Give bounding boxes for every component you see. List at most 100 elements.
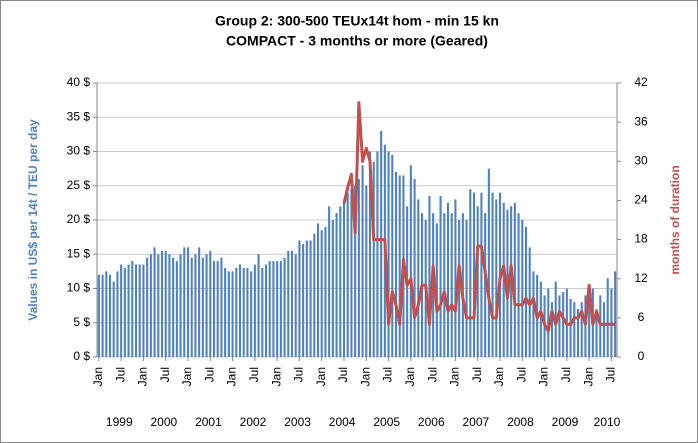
bar bbox=[465, 220, 468, 357]
bar bbox=[506, 209, 509, 357]
bar bbox=[175, 261, 178, 357]
bar bbox=[487, 168, 490, 357]
y2-tick-label: 0 bbox=[638, 349, 645, 363]
y-tick-label: 40 $ bbox=[67, 75, 91, 89]
year-label: 2009 bbox=[552, 415, 579, 429]
x-tick-label: Jul bbox=[514, 367, 528, 382]
bar bbox=[250, 271, 253, 357]
bar bbox=[354, 185, 357, 357]
y2-tick-label: 30 bbox=[634, 153, 648, 167]
bar bbox=[391, 154, 394, 357]
y2-tick-label: 42 bbox=[634, 75, 648, 89]
x-tick-label: Jul bbox=[292, 367, 306, 382]
bar bbox=[183, 247, 186, 357]
year-label: 1999 bbox=[106, 415, 133, 429]
x-tick-label: Jan bbox=[136, 367, 150, 386]
y-tick-label: 5 $ bbox=[73, 315, 90, 329]
y-tick-label: 0 $ bbox=[73, 349, 90, 363]
bar bbox=[484, 213, 487, 357]
bar bbox=[346, 192, 349, 357]
bar bbox=[320, 230, 323, 357]
year-label: 2004 bbox=[329, 415, 356, 429]
bar bbox=[517, 213, 520, 357]
y2-tick-label: 24 bbox=[634, 193, 648, 207]
bar bbox=[476, 206, 479, 357]
bar bbox=[116, 271, 119, 357]
y-tick-label: 30 $ bbox=[67, 144, 91, 158]
bar bbox=[272, 261, 275, 357]
y-axis-label: Values in US$ per 14t / TEU per day bbox=[26, 119, 40, 321]
bar bbox=[454, 199, 457, 357]
year-label: 2006 bbox=[418, 415, 445, 429]
bar bbox=[246, 267, 249, 357]
bar bbox=[108, 274, 112, 357]
y-tick-label: 15 $ bbox=[67, 246, 91, 260]
bar bbox=[614, 271, 617, 357]
x-tick-label: Jul bbox=[202, 367, 216, 382]
bar bbox=[550, 302, 554, 357]
bar bbox=[227, 271, 230, 357]
chart-title: Group 2: 300-500 TEUx14t hom - min 15 kn bbox=[215, 13, 499, 29]
bar bbox=[573, 302, 576, 357]
x-tick-label: Jul bbox=[425, 367, 439, 382]
year-label: 2005 bbox=[373, 415, 400, 429]
bar bbox=[112, 281, 115, 357]
bar bbox=[569, 298, 572, 357]
x-tick-label: Jul bbox=[247, 367, 261, 382]
bar bbox=[372, 161, 375, 357]
bar bbox=[435, 223, 438, 357]
bar bbox=[242, 267, 245, 357]
line bbox=[342, 101, 616, 333]
bar bbox=[558, 295, 561, 357]
bar bbox=[231, 271, 234, 357]
bar bbox=[495, 199, 498, 357]
x-tick-label: Jul bbox=[470, 367, 484, 382]
bar bbox=[394, 172, 398, 357]
bar bbox=[428, 196, 431, 357]
bar bbox=[220, 257, 223, 357]
year-label: 2007 bbox=[463, 415, 490, 429]
bar bbox=[253, 264, 256, 357]
bar bbox=[305, 240, 308, 357]
bar bbox=[309, 240, 312, 357]
bar bbox=[502, 202, 505, 357]
bar bbox=[409, 165, 412, 357]
x-tick-label: Jan bbox=[180, 367, 194, 386]
y2-tick-label: 18 bbox=[634, 232, 648, 246]
x-tick-label: Jul bbox=[336, 367, 350, 382]
bar bbox=[588, 298, 591, 357]
bar bbox=[164, 250, 167, 357]
bar bbox=[276, 261, 279, 357]
bar bbox=[398, 175, 401, 357]
bar bbox=[595, 309, 598, 357]
bar bbox=[168, 254, 171, 357]
bar bbox=[123, 267, 126, 357]
bar bbox=[547, 288, 550, 357]
bar bbox=[205, 254, 208, 357]
bar bbox=[361, 165, 364, 357]
y-tick-label: 10 $ bbox=[67, 281, 91, 295]
year-label: 2003 bbox=[284, 415, 311, 429]
bar bbox=[261, 267, 264, 357]
bar bbox=[134, 264, 138, 357]
bar bbox=[387, 151, 390, 357]
bar bbox=[290, 250, 294, 357]
bar bbox=[606, 278, 609, 357]
bar bbox=[324, 226, 327, 357]
x-tick-label: Jul bbox=[158, 367, 172, 382]
bar bbox=[157, 254, 160, 357]
bar bbox=[238, 264, 242, 357]
x-tick-label: Jan bbox=[448, 367, 462, 386]
x-tick-label: Jan bbox=[225, 367, 239, 386]
bar bbox=[599, 295, 602, 357]
x-tick-label: Jan bbox=[492, 367, 506, 386]
bar bbox=[235, 267, 238, 357]
y2-tick-label: 36 bbox=[634, 114, 648, 128]
bar bbox=[350, 189, 353, 357]
bar bbox=[417, 199, 420, 357]
bar bbox=[194, 254, 197, 357]
x-tick-label: Jan bbox=[537, 367, 551, 386]
